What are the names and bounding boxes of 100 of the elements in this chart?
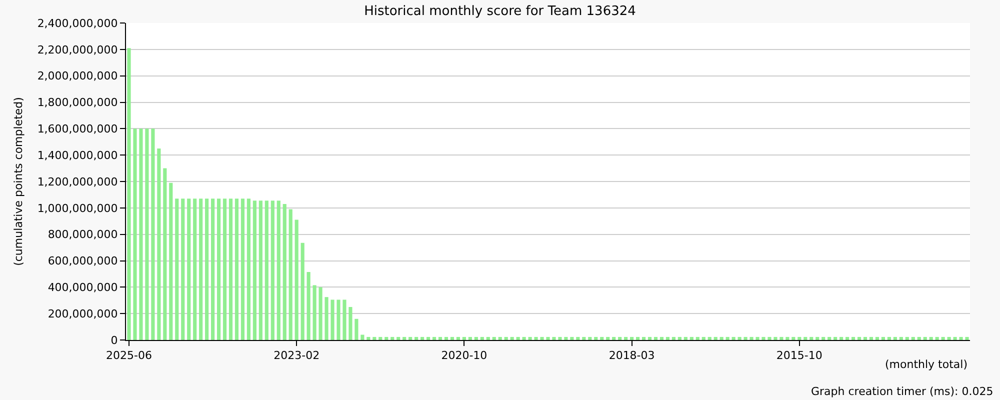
y-tick-label: 0 (110, 334, 118, 347)
bar (863, 336, 868, 340)
bar (228, 198, 233, 340)
bar (348, 306, 352, 340)
bar (935, 336, 939, 340)
bar (612, 336, 616, 340)
y-tick-label: 1,200,000,000 (37, 175, 118, 188)
bar (600, 336, 604, 340)
bar (881, 336, 885, 340)
bar (648, 336, 652, 340)
bar (444, 336, 448, 340)
bar (786, 336, 790, 340)
bar (744, 336, 748, 340)
bar (396, 336, 400, 340)
bar (606, 336, 610, 340)
bar (504, 336, 508, 340)
bar (959, 336, 963, 340)
y-tick-label: 800,000,000 (48, 228, 118, 242)
bar (840, 336, 844, 340)
y-tick-label: 2,000,000,000 (37, 70, 118, 83)
y-axis-title: (cumulative points completed) (12, 97, 25, 266)
bar (690, 336, 694, 340)
y-tick-label: 1,400,000,000 (37, 148, 118, 162)
x-tick-label: 2015-10 (776, 349, 822, 362)
bar (414, 336, 418, 340)
y-tick-label: 1,800,000,000 (37, 96, 118, 110)
bar (947, 336, 951, 340)
bar (846, 336, 850, 340)
bar (324, 297, 328, 340)
bar (828, 336, 832, 340)
bar (941, 336, 945, 340)
bar (756, 336, 760, 340)
bar (163, 168, 167, 340)
bar (133, 128, 137, 340)
bar (905, 336, 909, 340)
bar (546, 336, 550, 340)
bar (420, 336, 424, 340)
bar (696, 336, 700, 340)
chart-title: Historical monthly score for Team 136324 (364, 4, 636, 20)
bar (834, 336, 838, 340)
bar (246, 198, 250, 340)
bar (534, 336, 538, 340)
bar (306, 272, 310, 340)
bar (240, 198, 245, 340)
y-tick-label: 1,000,000,000 (37, 202, 118, 215)
bar (642, 336, 646, 340)
bar (145, 128, 149, 340)
bar (720, 336, 724, 340)
bar (953, 336, 957, 340)
bar (288, 209, 292, 340)
bar (684, 336, 688, 340)
bar (857, 336, 862, 340)
bar (175, 198, 179, 340)
bar (498, 336, 502, 340)
bar (654, 336, 658, 340)
x-tick-label: 2020-10 (441, 349, 488, 362)
bar (570, 336, 574, 340)
bar (564, 336, 568, 340)
y-tick-label: 2,200,000,000 (37, 43, 118, 56)
bar (216, 198, 221, 340)
bar (312, 285, 316, 340)
bar (402, 336, 406, 340)
bar (792, 336, 796, 340)
bar (480, 336, 484, 340)
bar (636, 336, 640, 340)
bar (258, 200, 262, 340)
bar (270, 200, 274, 340)
bar (678, 336, 682, 340)
bar (438, 336, 442, 340)
bar (264, 200, 268, 340)
bar (780, 336, 784, 340)
bar (354, 318, 358, 340)
bar (510, 336, 514, 340)
bar (666, 336, 670, 340)
bar (816, 336, 820, 340)
bar (378, 336, 382, 340)
x-tick-label: 2018-03 (608, 349, 655, 362)
bar (714, 336, 718, 340)
bar (330, 300, 334, 340)
bar (222, 198, 227, 340)
bar (384, 336, 388, 340)
bar (390, 336, 394, 340)
bar (576, 336, 580, 340)
bar (336, 300, 340, 340)
bar (342, 300, 346, 340)
x-tick-label: 2023-02 (274, 349, 320, 362)
bar (798, 336, 802, 340)
bar (426, 336, 430, 340)
bar (234, 198, 239, 340)
bar (869, 336, 874, 340)
bar (468, 336, 472, 340)
bar (252, 200, 256, 340)
bar (887, 336, 891, 340)
bar (726, 336, 730, 340)
bar (366, 336, 370, 340)
bar (516, 336, 520, 340)
bar (762, 336, 766, 340)
bar (965, 336, 969, 340)
bar (582, 336, 586, 340)
bar (804, 336, 808, 340)
